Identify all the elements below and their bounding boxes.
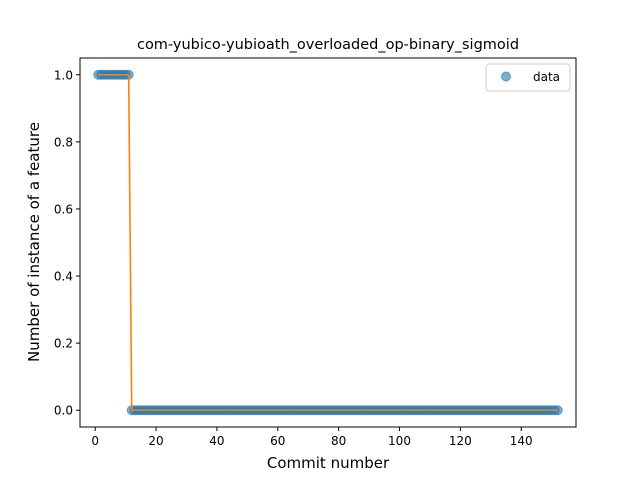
x-tick-label: 20 xyxy=(148,434,163,448)
legend-label-data: data xyxy=(533,70,560,84)
y-tick-label: 0.2 xyxy=(54,337,73,351)
legend: data xyxy=(485,63,571,92)
x-tick-label: 140 xyxy=(510,434,533,448)
plot-frame xyxy=(79,57,577,428)
y-tick-label: 0.8 xyxy=(54,135,73,149)
y-tick-label: 0.4 xyxy=(54,270,73,284)
x-tick-label: 80 xyxy=(331,434,346,448)
legend-marker-data xyxy=(501,71,511,82)
x-tick-label: 60 xyxy=(270,434,285,448)
y-axis: 0.0 0.2 0.4 0.6 0.8 1.0 xyxy=(54,68,80,418)
y-tick-label: 0.6 xyxy=(54,202,73,216)
x-tick-label: 120 xyxy=(449,434,472,448)
y-tick-label: 0.0 xyxy=(54,404,73,418)
x-axis: 0 20 40 60 80 100 120 140 xyxy=(91,427,533,448)
x-tick-label: 40 xyxy=(209,434,224,448)
chart-title: com-yubico-yubioath_overloaded_op-binary… xyxy=(137,37,519,53)
plot-area: 0 20 40 60 80 100 120 140 0.0 0.2 0.4 0.6 0.8 1.0 xyxy=(54,68,563,448)
y-axis-label: Number of instance of a feature xyxy=(25,122,43,362)
fit-line xyxy=(98,73,558,412)
x-tick-label: 0 xyxy=(91,434,99,448)
y-tick-label: 1.0 xyxy=(54,68,73,82)
legend-box xyxy=(485,63,571,92)
x-axis-label: Commit number xyxy=(267,454,390,472)
x-tick-label: 100 xyxy=(388,434,411,448)
